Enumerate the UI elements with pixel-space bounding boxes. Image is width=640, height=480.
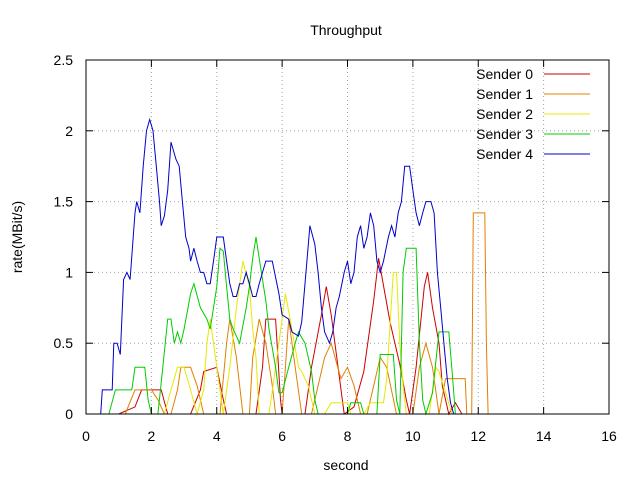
x-tick-label: 2 (147, 428, 155, 444)
series-line (118, 258, 463, 416)
series-line (108, 236, 456, 416)
y-tick-label: 0.5 (54, 335, 74, 351)
legend: Sender 0 Sender 1 Sender 2 Sender 3 Sender 4 (476, 66, 590, 162)
x-tick-label: 8 (344, 428, 352, 444)
x-tick-label: 6 (278, 428, 286, 444)
series-line (163, 260, 453, 416)
x-axis-label: second (323, 457, 368, 473)
y-tick-label: 1 (65, 264, 73, 280)
series-line (100, 117, 455, 415)
legend-label: Sender 4 (476, 146, 533, 162)
x-tick-label: 0 (82, 428, 90, 444)
chart-title: Throughput (310, 22, 382, 38)
axis-ticks (85, 59, 610, 415)
y-tick-label: 2 (65, 123, 73, 139)
y-axis-label: rate(MBit/s) (9, 201, 25, 273)
y-tick-labels: 0 0.5 1 1.5 2 2.5 (54, 52, 74, 422)
y-tick-label: 1.5 (54, 194, 74, 210)
y-tick-label: 0 (65, 406, 73, 422)
legend-label: Sender 2 (476, 106, 533, 122)
x-tick-label: 4 (213, 428, 221, 444)
x-tick-label: 14 (536, 428, 552, 444)
legend-label: Sender 3 (476, 126, 533, 142)
x-tick-labels: 0 2 4 6 8 10 12 14 16 (82, 428, 617, 444)
x-tick-label: 12 (470, 428, 486, 444)
x-tick-label: 16 (601, 428, 617, 444)
legend-label: Sender 0 (476, 66, 533, 82)
legend-label: Sender 1 (476, 86, 533, 102)
x-tick-label: 10 (405, 428, 421, 444)
series-lines (100, 117, 489, 416)
y-tick-label: 2.5 (54, 52, 74, 68)
